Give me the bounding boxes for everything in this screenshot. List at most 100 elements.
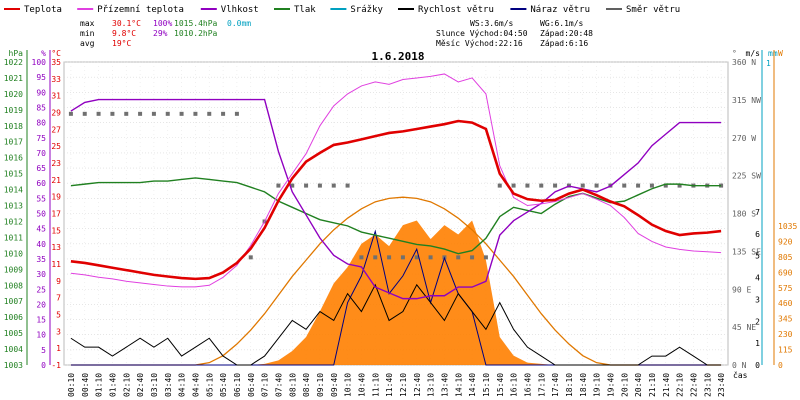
legend-label: Teplota: [24, 5, 62, 15]
axis-radiation-tick: 690: [778, 268, 793, 277]
x-tick-label: 18:10: [565, 373, 574, 397]
axis-wind-tick: 1: [755, 339, 760, 348]
axis-humidity-tick: 85: [36, 103, 46, 112]
wind-direction-point: [234, 111, 239, 116]
axis-humidity-tick: 55: [36, 194, 46, 203]
x-tick-label: 09:40: [330, 373, 339, 397]
x-tick-label: 17:40: [551, 373, 560, 397]
info-wind-speed: WS:3.6m/s: [470, 19, 514, 28]
axis-pressure-tick: 1011: [4, 233, 23, 242]
axis-humidity-tick: 65: [36, 164, 46, 173]
wind-direction-point: [359, 255, 364, 260]
x-tick-label: 14:10: [454, 373, 463, 397]
wind-direction-point: [345, 183, 350, 188]
axis-pressure-tick: 1017: [4, 138, 23, 147]
x-tick-label: 19:40: [606, 373, 615, 397]
legend-label: Směr větru: [626, 5, 680, 15]
axis-rain-label: mm: [768, 49, 778, 58]
legend-label: Přízemní teplota: [97, 5, 184, 15]
info-sun-rise: Slunce Východ:04:50: [436, 29, 528, 38]
axis-temperature-tick: 27: [51, 125, 61, 134]
axis-wind-tick: 6: [755, 230, 760, 239]
axis-humidity-tick: 75: [36, 134, 46, 143]
wind-direction-point: [96, 111, 101, 116]
axis-temperature-tick: 19: [51, 193, 61, 202]
axis-rain-tick: 1: [766, 59, 771, 68]
axis-direction-tick: 270 W: [732, 134, 756, 143]
wind-direction-point: [317, 183, 322, 188]
wind-direction-point: [193, 111, 198, 116]
wind-direction-point: [248, 255, 253, 260]
wind-direction-point: [636, 183, 641, 188]
axis-wind-tick: 2: [755, 317, 760, 326]
x-tick-label: 10:10: [344, 373, 353, 397]
axis-temperature-tick: 13: [51, 243, 61, 252]
axis-pressure-tick: 1015: [4, 170, 23, 179]
series-solar-radiation: [70, 220, 722, 365]
axis-pressure-tick: 1006: [4, 313, 23, 322]
stats-temp: 9.8°C: [112, 29, 136, 38]
axis-temperature-tick: 35: [51, 58, 61, 67]
axis-humidity-tick: 10: [36, 331, 46, 340]
info-moon-rise: Měsíc Východ:22:16: [436, 39, 523, 48]
x-tick-label: 20:10: [620, 373, 629, 397]
wind-direction-point: [290, 183, 295, 188]
axis-temperature-tick: 9: [56, 277, 61, 286]
wind-direction-point: [387, 255, 392, 260]
x-tick-label: 01:10: [95, 373, 104, 397]
axis-temperature-tick: 7: [56, 294, 61, 303]
axis-pressure-tick: 1004: [4, 345, 23, 354]
wind-direction-point: [456, 255, 461, 260]
wind-direction-point: [525, 183, 530, 188]
x-tick-label: 05:40: [219, 373, 228, 397]
x-tick-label: 23:40: [717, 373, 726, 397]
axis-radiation-tick: 805: [778, 253, 793, 262]
axis-humidity-tick: 45: [36, 225, 46, 234]
x-tick-label: 15:40: [496, 373, 505, 397]
axis-temperature-tick: 21: [51, 176, 61, 185]
x-tick-label: 06:40: [247, 373, 256, 397]
axis-direction-tick: 180 S: [732, 210, 756, 219]
axis-pressure-tick: 1018: [4, 122, 23, 131]
x-tick-label: 14:40: [468, 373, 477, 397]
axis-temperature-tick: 23: [51, 159, 61, 168]
axis-radiation-tick: 920: [778, 237, 793, 246]
x-axis-label: čas: [733, 370, 748, 380]
x-tick-label: 21:10: [648, 373, 657, 397]
axis-radiation-tick: 460: [778, 299, 793, 308]
wind-direction-point: [622, 183, 627, 188]
legend-label: Tlak: [294, 5, 316, 15]
legend-label: Rychlost větru: [418, 5, 494, 15]
axis-humidity-tick: 35: [36, 255, 46, 264]
wind-direction-point: [68, 111, 73, 116]
axis-humidity-tick: 60: [36, 179, 46, 188]
axis-temperature-tick: 1: [56, 344, 61, 353]
chart-title: 1.6.2018: [372, 50, 425, 63]
axis-radiation-tick: 345: [778, 315, 793, 324]
stats-temp: 19°C: [112, 39, 131, 48]
x-tick-label: 07:10: [261, 373, 270, 397]
stats-humidity: 29%: [153, 29, 168, 38]
series-wind-speed: [70, 283, 722, 366]
axis-direction-tick: 315 NW: [732, 96, 761, 105]
x-tick-label: 09:10: [316, 373, 325, 397]
axis-temperature-tick: 17: [51, 210, 61, 219]
axis-pressure-tick: 1005: [4, 329, 23, 338]
wind-direction-point: [207, 111, 212, 116]
axis-wind-tick: 5: [755, 252, 760, 261]
wind-direction-point: [511, 183, 516, 188]
x-tick-label: 22:40: [689, 373, 698, 397]
axis-radiation-label: W: [778, 49, 783, 58]
stats-pressure: 1015.4hPa: [174, 19, 218, 28]
axis-temperature-tick: 29: [51, 109, 61, 118]
wind-direction-point: [165, 111, 170, 116]
axis-pressure-tick: 1014: [4, 186, 23, 195]
axis-direction-label: °: [732, 49, 737, 58]
wind-direction-point: [138, 111, 143, 116]
legend-label: Náraz větru: [530, 5, 590, 15]
wind-direction-point: [483, 255, 488, 260]
wind-direction-point: [179, 111, 184, 116]
info-sun-set: Západ:20:48: [540, 29, 593, 38]
